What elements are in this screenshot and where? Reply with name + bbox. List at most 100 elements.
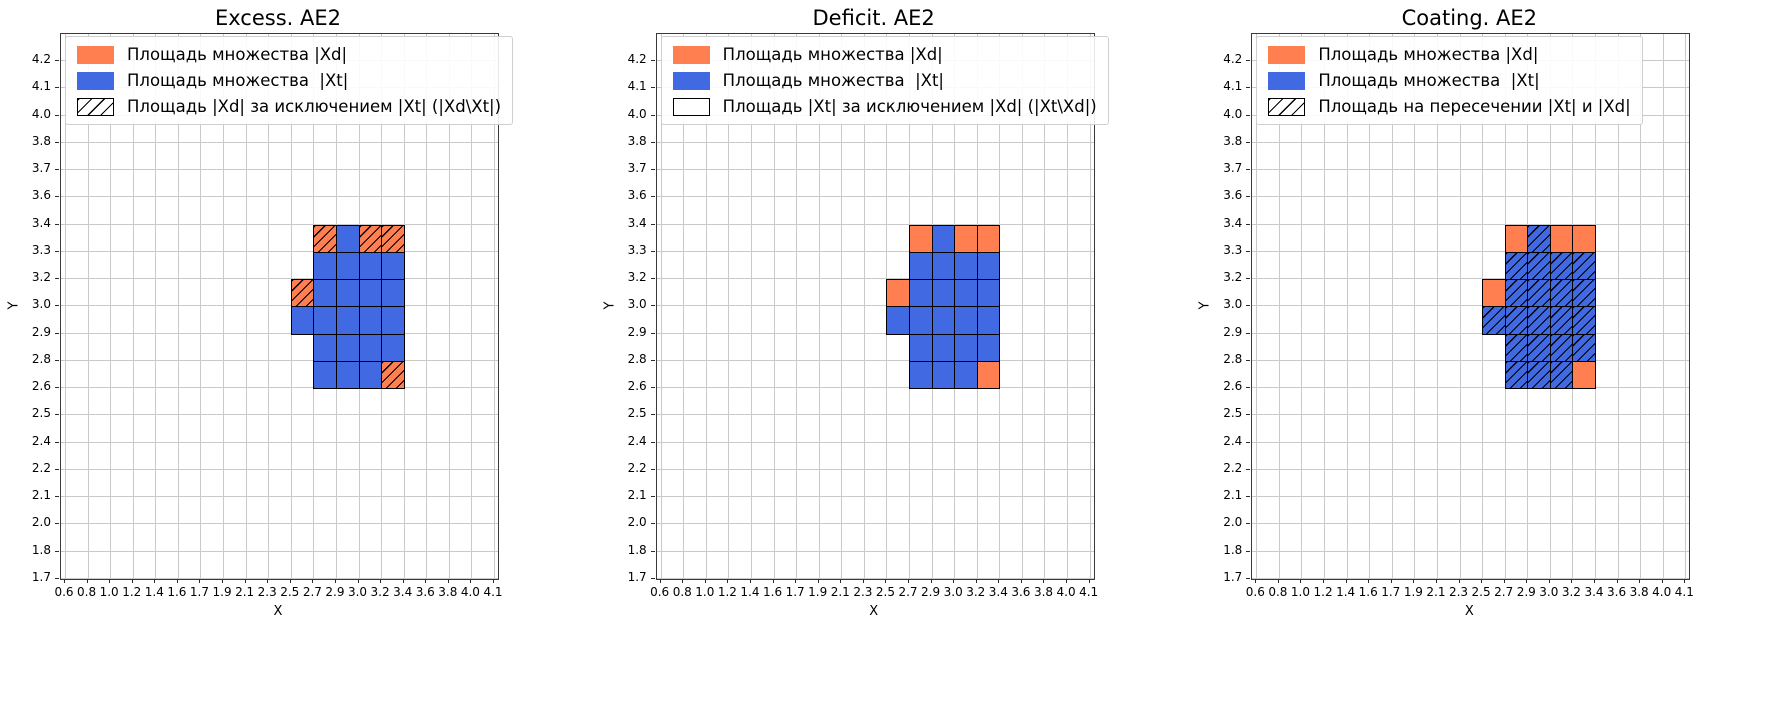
y-tickmark [1246,578,1251,579]
y-gridline [61,496,498,498]
x-gridline [1369,34,1371,579]
x-tick-label: 1.0 [695,585,715,599]
grid-cell [1504,224,1529,253]
x-tickmark [1481,579,1483,583]
y-gridline [61,359,498,361]
y-gridline [1252,550,1690,552]
grid-cell [1504,306,1529,335]
y-gridline [656,441,1094,443]
legend-swatch [1268,45,1306,64]
x-tickmark [1548,579,1550,583]
x-gridline [268,34,270,579]
grid-cell [313,224,337,253]
x-tickmark [1639,579,1641,583]
legend-entry: Площадь множества |Xd| [1268,45,1630,64]
y-tickmark [650,550,655,552]
x-tick-label: 4.0 [1056,585,1076,599]
grid-cell [954,306,978,335]
x-gridline [1459,34,1461,579]
y-gridline [656,387,1094,389]
y-gridline [1252,359,1690,361]
x-axis-label: X [273,604,283,619]
y-tick-label: 4.1 [627,79,647,94]
y-tickmark [55,223,59,225]
x-tickmark [402,579,404,583]
x-tick-label: 2.9 [921,585,941,599]
y-tick-label: 3.8 [31,133,51,148]
grid-cell [290,306,315,335]
y-gridline [61,169,498,171]
x-tickmark [682,579,684,583]
y-tickmark [55,87,59,89]
x-tickmark [862,579,864,583]
grid-cell [1504,333,1529,362]
y-gridline [1252,468,1690,470]
y-tick-label: 2.8 [627,351,647,366]
grid-cell [1549,251,1574,281]
y-tickmark [55,114,59,116]
grid-cell [931,251,956,281]
y-tick-label: 3.7 [31,161,51,176]
y-gridline [656,359,1094,361]
x-tick-label: 1.9 [1403,585,1423,599]
y-tick-label: 3.8 [1223,133,1243,148]
x-gridline [200,34,202,579]
grid-cell [931,224,956,253]
grid-cell [1572,279,1596,308]
x-tickmark [1300,579,1302,583]
legend-label: Площадь |Xt| за исключением |Xd| (|Xt\Xd… [722,97,1097,116]
y-tick-label: 2.0 [627,515,647,530]
grid-cell [954,251,978,281]
x-tickmark [1390,579,1392,583]
x-tickmark [334,579,336,583]
x-tickmark [199,579,201,583]
x-gridline [1640,34,1642,579]
legend-swatch [672,45,710,64]
legend-entry: Площадь |Xt| за исключением |Xd| (|Xt\Xd… [672,97,1097,116]
legend-label: Площадь множества |Xt| [722,71,944,90]
legend-swatch [672,71,710,90]
y-gridline [656,305,1094,307]
y-tick-label: 2.9 [1223,324,1243,339]
y-tickmark [55,169,59,171]
y-tickmark [55,196,59,198]
x-tick-label: 3.2 [1561,585,1581,599]
y-gridline [61,305,498,307]
x-tick-label: 1.6 [763,585,783,599]
x-tickmark [470,579,472,583]
y-tickmark [1246,278,1251,280]
x-tick-label: 1.2 [122,585,142,599]
x-gridline [796,34,798,579]
y-tick-label: 3.3 [627,242,647,257]
legend: Площадь множества |Xd| Площадь множества … [65,36,514,125]
y-tick-label: 1.7 [1223,570,1243,584]
y-tickmark [1246,332,1251,334]
grid-cell [909,360,933,390]
grid-cell [909,224,933,253]
x-tick-label: 2.3 [853,585,873,599]
y-gridline [1252,332,1690,334]
x-tick-label: 2.3 [1448,585,1469,599]
x-gridline [223,34,225,579]
legend-swatch [1268,71,1306,90]
legend-swatch [77,97,114,116]
x-gridline [471,34,473,579]
y-gridline [61,523,498,525]
grid-cell [313,360,337,390]
y-gridline [656,169,1094,171]
x-tick-label: 0.8 [672,585,692,599]
grid-cell [1504,279,1529,308]
y-tickmark [1246,468,1251,470]
x-tick-label: 3.2 [370,585,390,599]
grid-cell [358,251,383,281]
x-gridline [841,34,843,579]
x-tickmark [493,579,494,583]
x-gridline [1067,34,1069,579]
grid-cell [358,279,383,308]
y-tickmark [1246,141,1251,143]
legend-label: Площадь на пересечении |Xt| и |Xd| [1318,97,1631,116]
x-tickmark [1458,579,1460,583]
grid-cell [976,306,1001,335]
x-tick-label: 3.8 [1033,585,1054,599]
grid-cell [313,279,337,308]
